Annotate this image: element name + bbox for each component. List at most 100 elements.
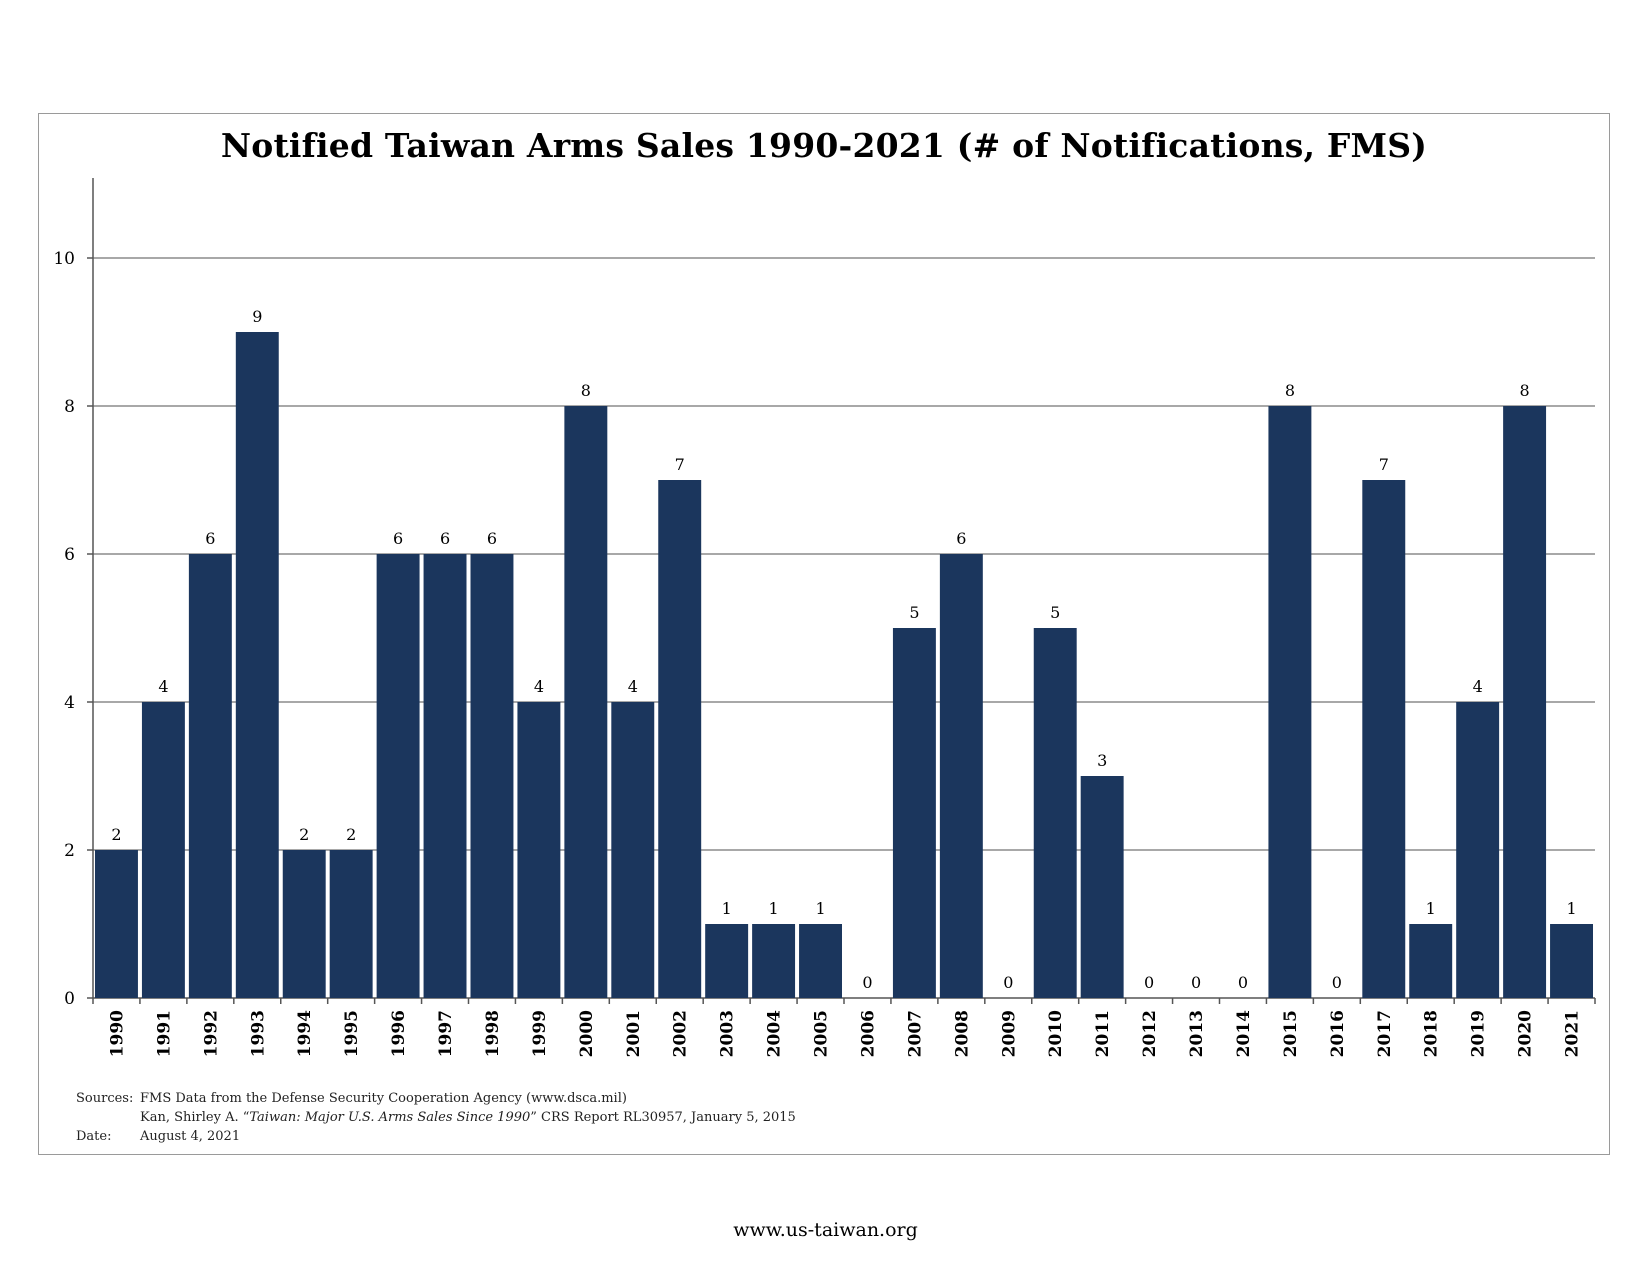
chart-frame <box>38 113 1610 1155</box>
bar <box>1409 924 1453 998</box>
bar <box>892 628 936 998</box>
bar <box>376 554 420 998</box>
data-label: 8 <box>1285 381 1295 400</box>
data-label: 1 <box>1566 899 1576 918</box>
data-label: 3 <box>1097 751 1107 770</box>
x-tick-label: 1990 <box>107 1010 127 1057</box>
y-tick-label: 6 <box>64 545 75 565</box>
data-label: 1 <box>769 899 779 918</box>
x-tick-label: 2011 <box>1093 1010 1113 1057</box>
x-tick-labels: 1990 1991 1992 1993 1994 1995 1996 1997 1998 1999… <box>107 1010 1582 1057</box>
data-label: 2 <box>111 825 121 844</box>
x-tick-label: 2006 <box>858 1010 878 1057</box>
bar <box>1362 480 1406 998</box>
bar <box>1033 628 1077 998</box>
bar <box>329 850 373 998</box>
date-value: August 4, 2021 <box>140 1129 241 1144</box>
data-label: 4 <box>158 677 168 696</box>
x-tick-label: 2016 <box>1328 1010 1348 1057</box>
x-tick-label: 1997 <box>436 1010 456 1057</box>
data-label: 6 <box>487 529 497 548</box>
bar <box>658 480 702 998</box>
x-tick-label: 2013 <box>1187 1010 1207 1057</box>
x-tick-label: 2001 <box>624 1010 644 1057</box>
data-label: 5 <box>1050 603 1060 622</box>
x-tick-label: 2000 <box>577 1010 597 1057</box>
x-tick-label: 1994 <box>295 1010 315 1057</box>
bar <box>282 850 326 998</box>
x-tick-label: 2012 <box>1140 1010 1160 1057</box>
x-tick-label: 2005 <box>812 1010 832 1057</box>
bar <box>517 702 561 998</box>
data-label: 7 <box>1379 455 1389 474</box>
data-label: 0 <box>1191 973 1201 992</box>
data-label: 0 <box>862 973 872 992</box>
x-tick-label: 1996 <box>389 1010 409 1057</box>
data-label: 1 <box>722 899 732 918</box>
data-label: 0 <box>1003 973 1013 992</box>
source-2-suffix: ” CRS Report RL30957, January 5, 2015 <box>530 1110 796 1125</box>
data-label: 4 <box>1473 677 1483 696</box>
data-label: 8 <box>581 381 591 400</box>
x-tick-label: 2010 <box>1046 1010 1066 1057</box>
x-tick-label: 2008 <box>952 1010 972 1057</box>
y-tick-label: 10 <box>53 249 75 269</box>
data-label: 2 <box>299 825 309 844</box>
x-tick-label: 1998 <box>483 1010 503 1057</box>
data-label: 6 <box>956 529 966 548</box>
x-tick-label: 2002 <box>671 1010 691 1057</box>
x-tick-label: 2019 <box>1469 1010 1489 1057</box>
date-label: Date: <box>76 1129 112 1144</box>
data-label: 8 <box>1520 381 1530 400</box>
sources-label: Sources: <box>76 1091 134 1106</box>
x-tick-label: 1993 <box>248 1010 268 1057</box>
bar <box>470 554 514 998</box>
x-tick-label: 2018 <box>1422 1010 1442 1057</box>
source-2-title: Taiwan: Major U.S. Arms Sales Since 1990 <box>249 1110 531 1125</box>
x-tick-label: 2021 <box>1563 1010 1583 1057</box>
bar <box>141 702 185 998</box>
bar <box>1550 924 1593 998</box>
data-label: 5 <box>909 603 919 622</box>
bar <box>1456 702 1500 998</box>
source-2: Kan, Shirley A. “Taiwan: Major U.S. Arms… <box>140 1108 796 1127</box>
source-1: FMS Data from the Defense Security Coope… <box>140 1091 627 1106</box>
footer-url[interactable]: www.us-taiwan.org <box>733 1219 918 1241</box>
bar <box>423 554 467 998</box>
x-tick-label: 2020 <box>1516 1010 1536 1057</box>
x-tick-label: 1995 <box>342 1010 362 1057</box>
x-tick-label: 2017 <box>1375 1010 1395 1057</box>
data-label: 4 <box>628 677 638 696</box>
bar <box>939 554 983 998</box>
bar <box>752 924 796 998</box>
data-label: 2 <box>346 825 356 844</box>
bars <box>95 332 1593 998</box>
data-label: 0 <box>1332 973 1342 992</box>
bar <box>235 332 279 998</box>
data-label: 1 <box>1426 899 1436 918</box>
x-tick-label: 1991 <box>154 1010 174 1057</box>
bar <box>1503 406 1547 998</box>
data-label: 7 <box>675 455 685 474</box>
y-tick-label: 4 <box>64 693 75 713</box>
y-tick-label: 2 <box>64 841 75 861</box>
data-label: 6 <box>393 529 403 548</box>
x-tick-label: 1999 <box>530 1010 550 1057</box>
source-2-prefix: Kan, Shirley A. “ <box>140 1110 250 1125</box>
data-label: 0 <box>1238 973 1248 992</box>
y-tick-label: 8 <box>64 397 75 417</box>
y-tick-labels: 0 2 4 6 8 10 <box>53 249 75 1009</box>
bar <box>1268 406 1312 998</box>
x-tick-label: 2004 <box>765 1010 785 1057</box>
x-tick-label: 2009 <box>999 1010 1019 1057</box>
y-tick-label: 0 <box>64 989 75 1009</box>
bar <box>1080 776 1124 998</box>
x-tick-label: 1992 <box>201 1010 221 1057</box>
x-tick-label: 2014 <box>1234 1010 1254 1057</box>
data-label: 9 <box>252 307 262 326</box>
bar <box>799 924 842 998</box>
data-label: 6 <box>440 529 450 548</box>
x-tick-label: 2007 <box>905 1010 925 1057</box>
